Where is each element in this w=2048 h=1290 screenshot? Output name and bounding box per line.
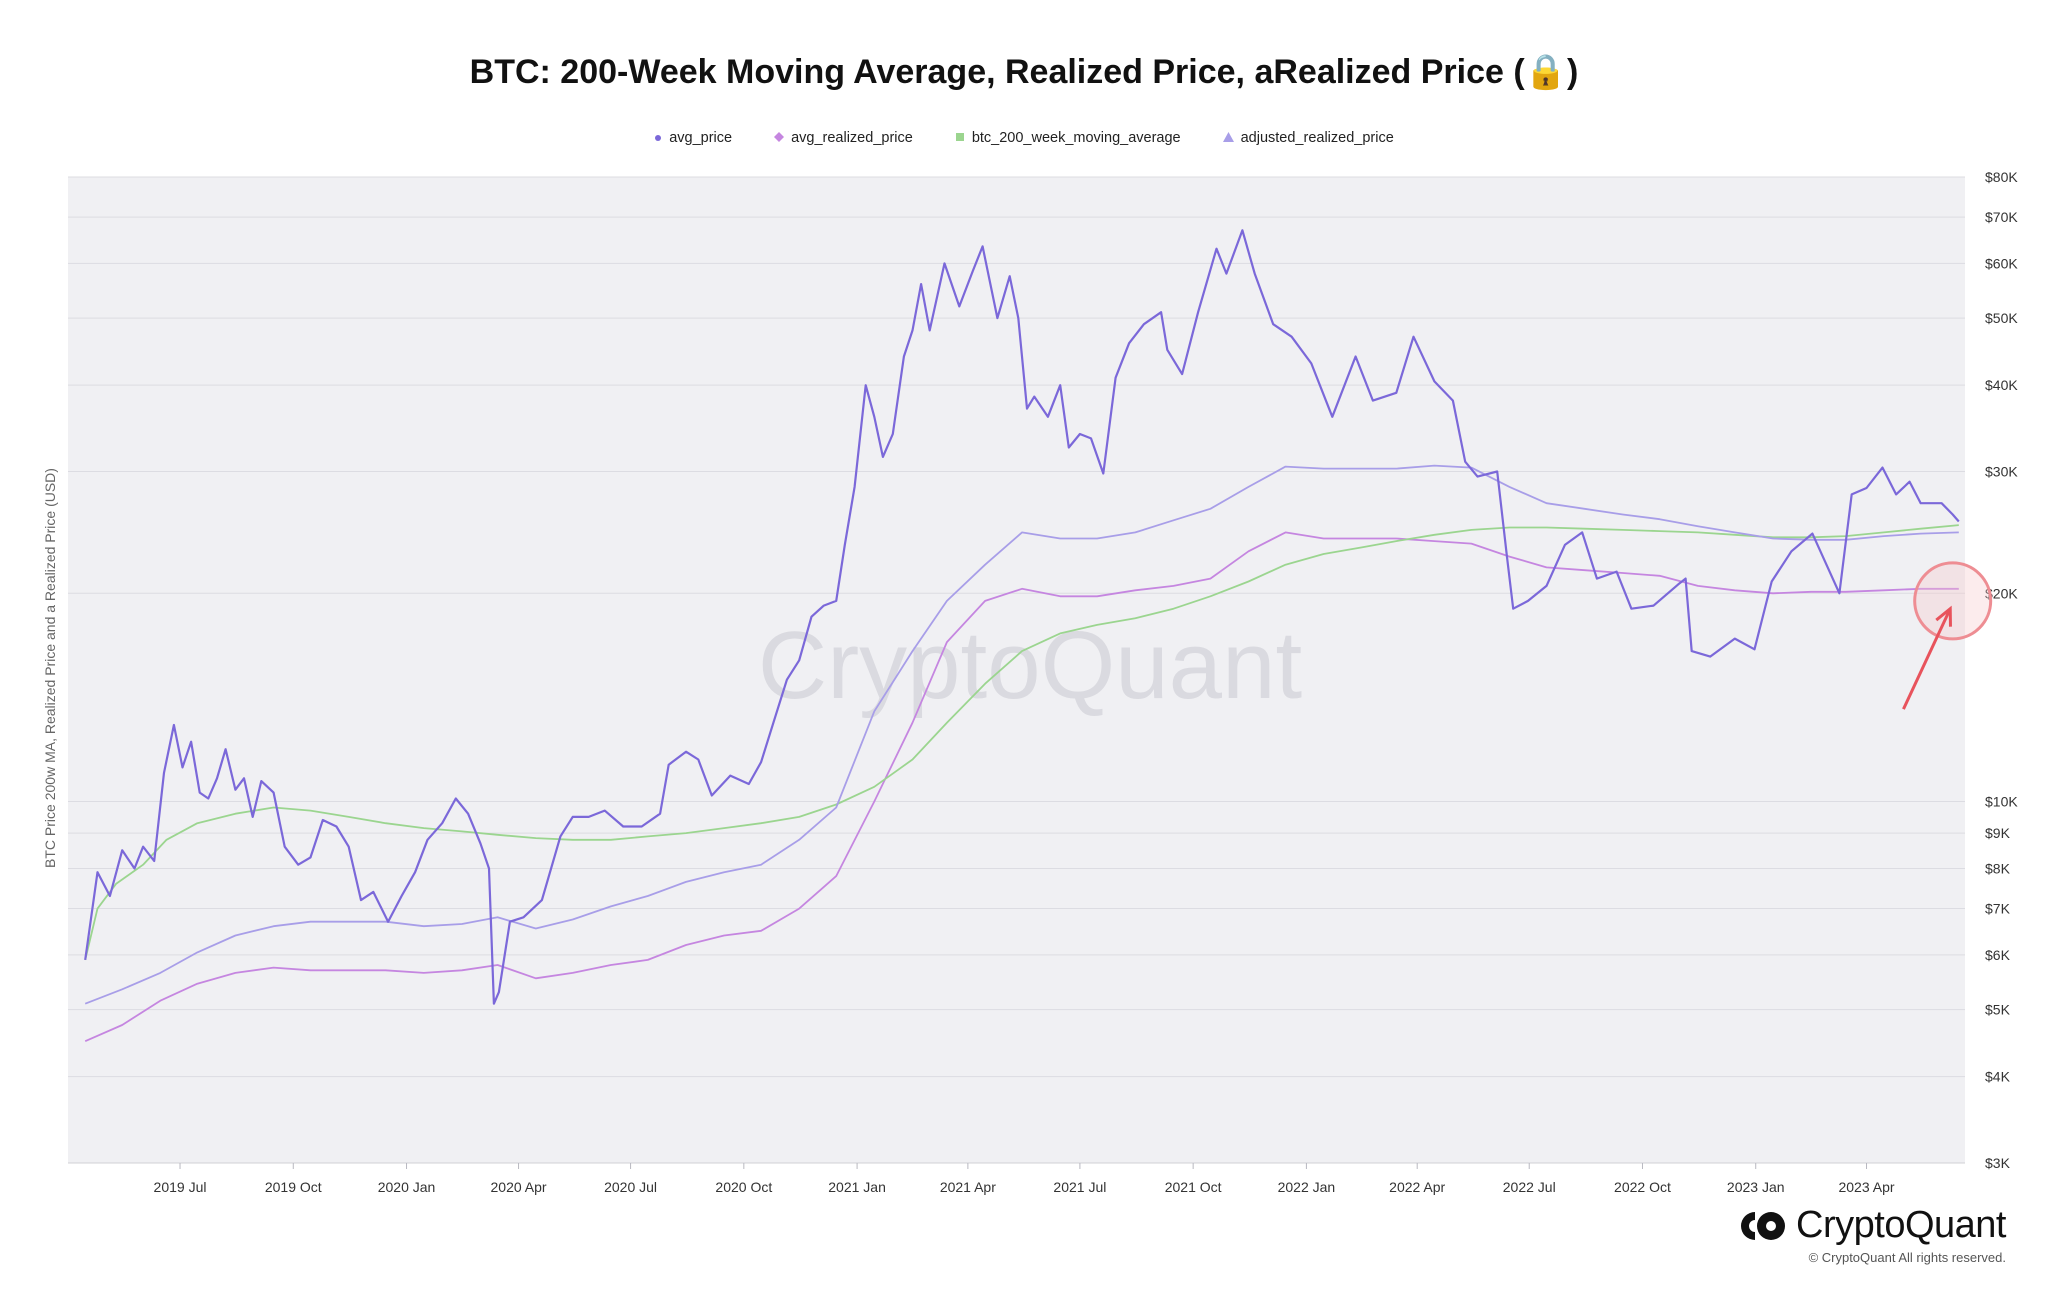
y-tick-label: $8K xyxy=(1985,860,2011,876)
y-tick-label: $50K xyxy=(1985,310,2018,326)
square-marker-icon xyxy=(955,130,965,146)
x-tick-label: 2020 Apr xyxy=(491,1179,547,1195)
brand-name: CryptoQuant xyxy=(1796,1204,2006,1246)
y-tick-label: $3K xyxy=(1985,1155,2011,1171)
x-tick-label: 2021 Jul xyxy=(1053,1179,1106,1195)
legend-label: btc_200_week_moving_average xyxy=(971,130,1181,146)
brand-logo: CryptoQuant xyxy=(1740,1204,2006,1247)
x-tick-label: 2022 Jan xyxy=(1278,1179,1336,1195)
x-tick-label: 2020 Jan xyxy=(378,1179,436,1195)
x-tick-label: 2022 Apr xyxy=(1389,1179,1445,1195)
x-tick-label: 2022 Jul xyxy=(1503,1179,1556,1195)
y-tick-label: $10K xyxy=(1985,793,2018,809)
y-tick-label: $20K xyxy=(1985,585,2018,601)
annotation-arrow xyxy=(1902,608,1952,710)
x-tick-label: 2023 Apr xyxy=(1838,1179,1894,1195)
y-tick-label: $80K xyxy=(1985,169,2018,185)
y-tick-label: $6K xyxy=(1985,947,2011,963)
y-axis-label: BTC Price 200w MA, Realized Price and a … xyxy=(42,468,58,868)
legend-item-avg_price[interactable]: avg_price xyxy=(654,130,732,146)
y-tick-label: $5K xyxy=(1985,1002,2011,1018)
legend-label: adjusted_realized_price xyxy=(1240,130,1394,146)
diamond-marker-icon xyxy=(774,130,785,146)
x-tick-label: 2019 Jul xyxy=(154,1179,207,1195)
x-tick-label: 2023 Jan xyxy=(1727,1179,1785,1195)
plot-area xyxy=(68,177,1965,1163)
y-tick-label: $7K xyxy=(1985,901,2011,917)
legend-item-btc_200_week_moving_average[interactable]: btc_200_week_moving_average xyxy=(955,130,1181,146)
x-tick-label: 2021 Jan xyxy=(828,1179,886,1195)
cryptoquant-logo-icon xyxy=(1741,1211,1786,1240)
circle-marker-icon xyxy=(654,130,662,146)
legend-item-avg_realized_price[interactable]: avg_realized_price xyxy=(774,130,913,146)
chart-title: BTC: 200-Week Moving Average, Realized P… xyxy=(469,53,1579,91)
legend-label: avg_price xyxy=(669,130,733,146)
y-tick-label: $60K xyxy=(1985,255,2018,271)
series-line-avg_realized_price xyxy=(84,531,1959,1043)
x-tick-label: 2022 Oct xyxy=(1614,1179,1671,1195)
annotation-circle xyxy=(1913,561,1993,641)
y-tick-label: $70K xyxy=(1985,209,2018,225)
x-tick-label: 2019 Oct xyxy=(265,1179,322,1195)
y-tick-label: $30K xyxy=(1985,464,2018,480)
copyright-text: © CryptoQuant All rights reserved. xyxy=(1808,1250,2006,1265)
legend-item-adjusted_realized_price[interactable]: adjusted_realized_price xyxy=(1222,130,1394,146)
series-line-avg_price xyxy=(84,229,1960,1005)
y-tick-label: $4K xyxy=(1985,1069,2011,1085)
x-tick-label: 2020 Jul xyxy=(604,1179,657,1195)
annotation-arrow-head xyxy=(1935,605,1952,627)
x-tick-label: 2021 Oct xyxy=(1165,1179,1222,1195)
y-tick-label: $9K xyxy=(1985,825,2011,841)
chart-legend: avg_price avg_realized_price btc_200_week_… xyxy=(0,130,2048,146)
legend-label: avg_realized_price xyxy=(791,130,913,146)
triangle-marker-icon xyxy=(1222,130,1234,146)
watermark: CryptoQuant xyxy=(758,612,1302,719)
x-tick-label: 2021 Apr xyxy=(940,1179,996,1195)
y-tick-label: $40K xyxy=(1985,377,2018,393)
x-tick-label: 2020 Oct xyxy=(715,1179,772,1195)
series-line-adjusted_realized_price xyxy=(84,464,1959,1005)
series-line-btc_200_week_moving_average xyxy=(84,524,1959,961)
